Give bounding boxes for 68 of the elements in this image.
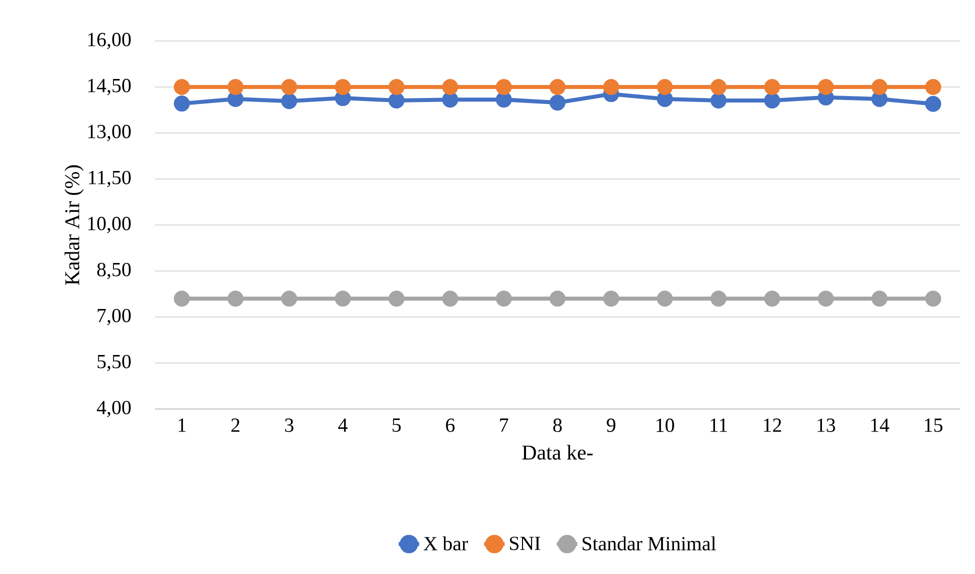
x-tick-label: 1: [178, 418, 186, 432]
y-tick-label: 10,00: [88, 216, 131, 234]
point: [603, 79, 620, 95]
point: [228, 79, 244, 95]
x-tick-label: 13: [818, 418, 836, 432]
legend-label: Standar Minimal: [582, 536, 716, 550]
point: [550, 290, 566, 307]
x-axis-title: Data ke-: [522, 444, 593, 460]
point: [550, 94, 566, 111]
point: [925, 79, 942, 95]
y-tick-label: 13,00: [88, 124, 131, 142]
x-tick-label: 14: [871, 418, 890, 432]
point: [764, 92, 780, 108]
x-tick-label: 7: [500, 418, 508, 432]
point: [334, 79, 351, 95]
point: [442, 290, 458, 307]
point: [925, 290, 942, 307]
point: [818, 79, 834, 95]
x-tick-label: 11: [710, 418, 727, 432]
y-tick-label: 8,50: [97, 262, 131, 280]
point: [603, 290, 620, 307]
point: [764, 290, 780, 307]
y-tick-label: 11,50: [88, 170, 131, 188]
point: [764, 79, 780, 95]
point: [710, 290, 727, 307]
point: [334, 290, 351, 307]
point: [388, 92, 405, 108]
point: [281, 93, 298, 110]
y-tick-label: 16,00: [88, 32, 131, 50]
x-tick-label: 12: [764, 418, 782, 432]
point: [710, 79, 727, 95]
point: [228, 290, 244, 307]
x-tick-label: 2: [231, 418, 240, 432]
point: [174, 79, 190, 95]
y-axis-title: Kadar Air (%): [64, 165, 84, 286]
point: [496, 92, 512, 108]
point: [550, 79, 566, 95]
y-tick-label: 5,50: [98, 354, 131, 372]
x-tick-label: 3: [285, 418, 294, 432]
point: [872, 79, 888, 95]
point: [656, 79, 673, 95]
point: [710, 92, 727, 108]
point: [442, 92, 458, 108]
x-tick-label: 9: [606, 418, 616, 432]
x-tick-label: 4: [338, 418, 348, 432]
point: [174, 96, 190, 112]
point: [496, 290, 512, 307]
point: [496, 79, 512, 95]
legend-label: X bar: [424, 536, 468, 550]
point: [388, 290, 405, 307]
point: [281, 79, 298, 95]
point: [442, 79, 458, 95]
point: [818, 290, 834, 307]
point: [388, 79, 405, 95]
point: [656, 290, 673, 307]
point: [174, 290, 190, 307]
y-tick-label: 4,00: [96, 400, 131, 418]
x-tick-label: 15: [924, 418, 942, 432]
legend-label: SNI: [510, 536, 540, 550]
point: [872, 290, 888, 307]
x-tick-label: 6: [446, 418, 455, 432]
x-tick-label: 8: [553, 418, 562, 432]
x-tick-label: 5: [392, 418, 401, 432]
y-tick-label: 7,00: [98, 308, 131, 326]
x-tick-label: 10: [656, 418, 674, 432]
point: [281, 290, 298, 307]
y-tick-label: 14,50: [88, 78, 131, 96]
point: [925, 96, 942, 112]
